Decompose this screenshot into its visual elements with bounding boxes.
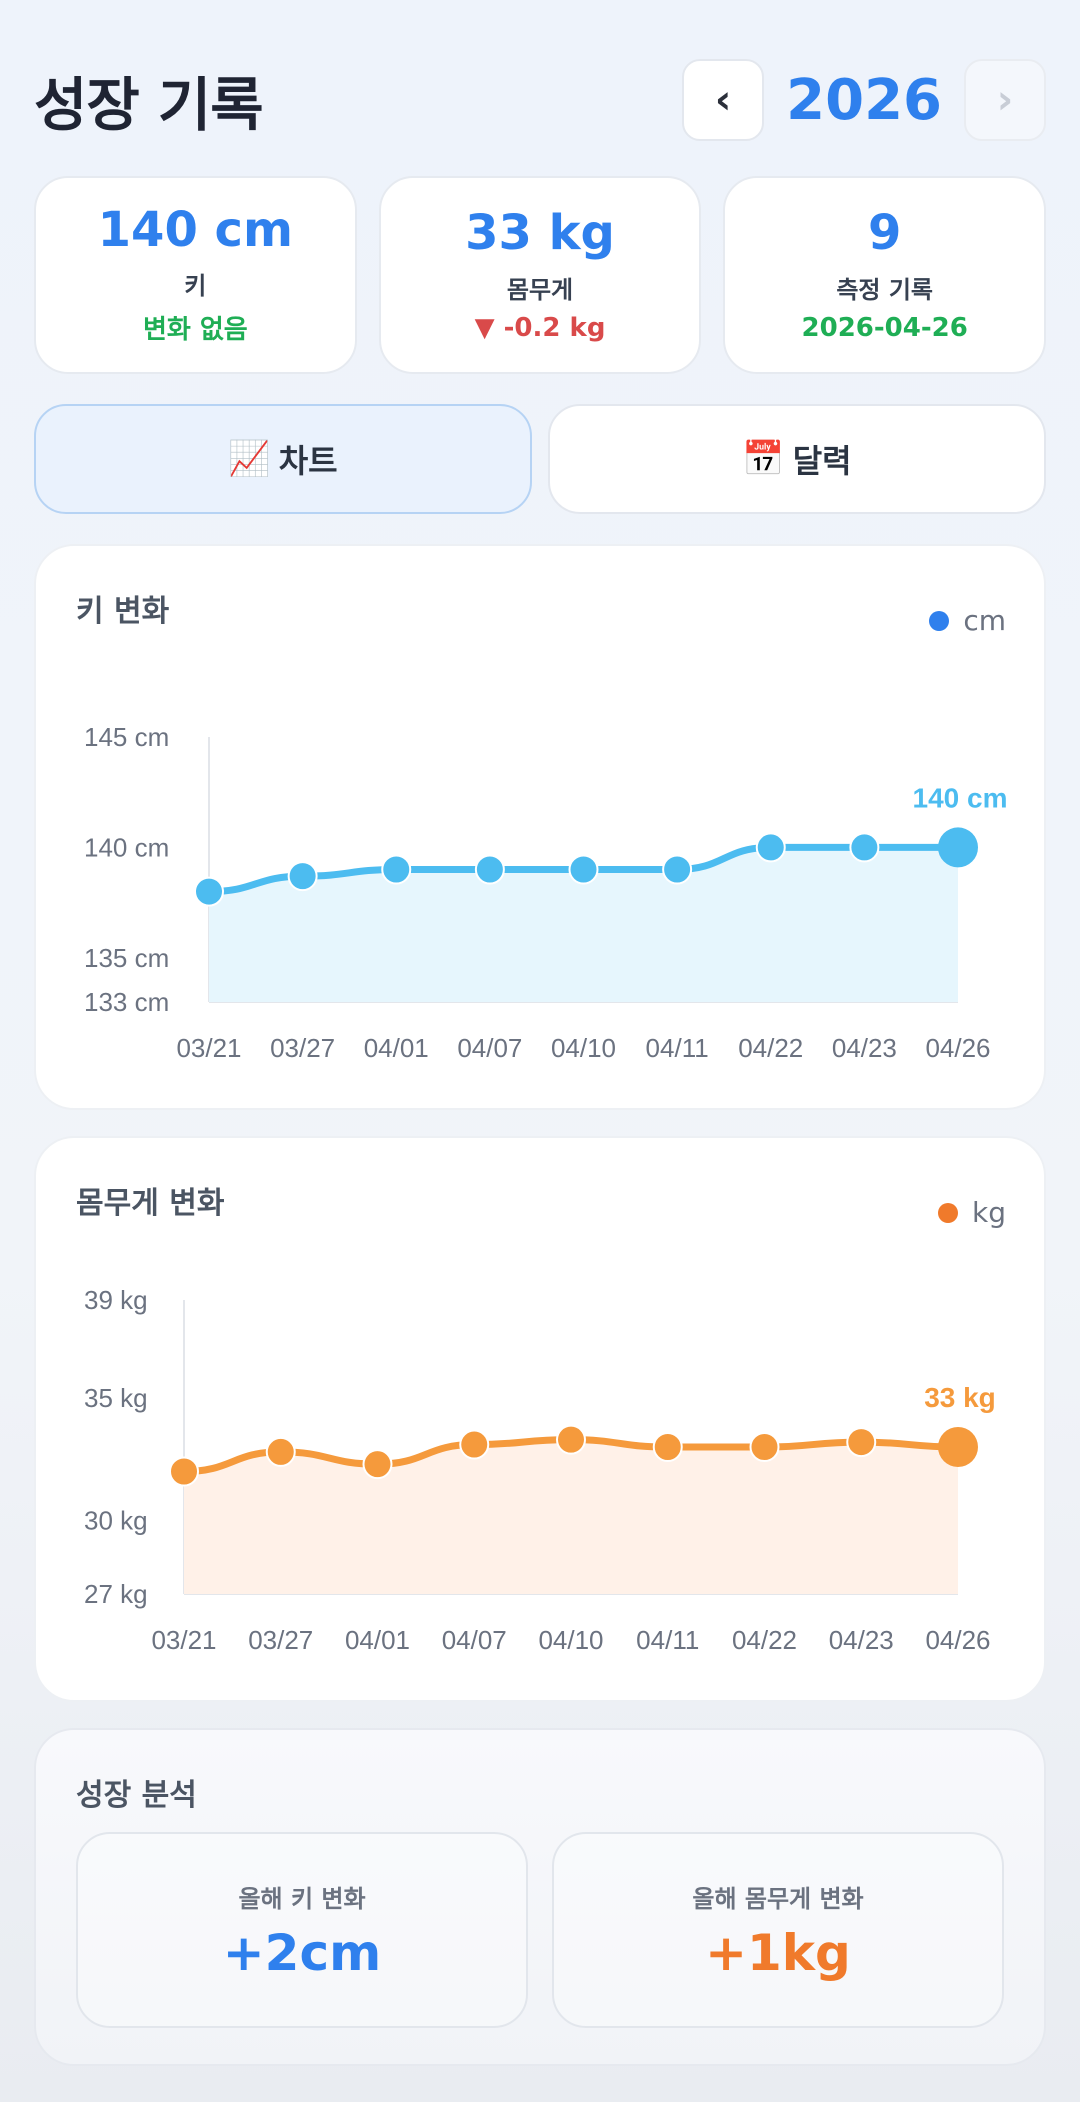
x-tick-label: 03/21 <box>151 1625 216 1655</box>
y-tick-label: 145 cm <box>84 722 169 752</box>
height-chart-card: 키 변화 cm 145 cm 140 cm 135 cm 133 cm 03/21 03/… <box>34 544 1046 1110</box>
chart-icon: 📈 <box>228 439 271 479</box>
data-point[interactable] <box>381 854 412 885</box>
y-tick-label: 135 cm <box>84 943 169 973</box>
yearly-height-change-label: 올해 키 변화 <box>238 1884 366 1913</box>
last-value-label: 33 kg <box>924 1382 996 1413</box>
data-point[interactable] <box>556 1424 586 1455</box>
height-stat-card: 140 cm 키 변화 없음 <box>34 176 357 374</box>
y-tick-label: 35 kg <box>84 1383 148 1413</box>
legend-dot-icon <box>929 610 950 631</box>
x-tick-label: 04/26 <box>925 1033 990 1063</box>
x-tick-label: 04/07 <box>442 1625 507 1655</box>
data-point[interactable] <box>938 827 978 868</box>
x-tick-label: 03/21 <box>176 1033 241 1063</box>
y-tick-label: 140 cm <box>84 832 169 862</box>
height-chart-title: 키 변화 <box>76 594 170 629</box>
data-point[interactable] <box>938 1427 978 1467</box>
last-record-date: 2026-04-26 <box>801 312 968 343</box>
weight-chart-legend: kg <box>938 1196 1006 1229</box>
prev-year-button[interactable]: ‹ <box>682 59 765 141</box>
last-value-label: 140 cm <box>913 782 1008 813</box>
data-point[interactable] <box>362 1449 393 1480</box>
series-area <box>209 847 958 1002</box>
weight-chart-card: 몸무게 변화 kg 39 kg 35 kg 30 kg 27 kg 03/21 03/27… <box>34 1136 1046 1702</box>
data-point[interactable] <box>287 861 318 892</box>
yearly-weight-change-box: 올해 몸무게 변화 +1kg <box>552 1832 1004 2028</box>
x-tick-label: 04/23 <box>832 1033 897 1063</box>
data-point[interactable] <box>755 832 786 863</box>
yearly-weight-change-label: 올해 몸무게 변화 <box>692 1884 864 1913</box>
x-tick-label: 04/11 <box>636 1625 699 1655</box>
weight-chart-title: 몸무게 변화 <box>76 1186 225 1221</box>
data-point[interactable] <box>459 1429 490 1460</box>
growth-analysis-card: 성장 분석 올해 키 변화 +2cm 올해 몸무게 변화 +1kg <box>34 1728 1046 2066</box>
x-tick-label: 03/27 <box>270 1033 335 1063</box>
data-point[interactable] <box>265 1436 296 1467</box>
y-tick-label: 27 kg <box>84 1579 148 1609</box>
records-count: 9 <box>867 205 902 262</box>
height-label: 키 <box>184 272 207 301</box>
data-point[interactable] <box>474 854 505 885</box>
records-stat-card: 9 측정 기록 2026-04-26 <box>723 176 1047 374</box>
next-year-button[interactable]: › <box>964 59 1046 141</box>
y-tick-label: 133 cm <box>84 987 169 1017</box>
x-tick-label: 04/10 <box>538 1625 603 1655</box>
data-point[interactable] <box>652 1432 683 1462</box>
x-tick-label: 04/23 <box>829 1625 894 1655</box>
weight-legend-label: kg <box>972 1196 1006 1229</box>
tab-chart-label: 차트 <box>278 442 338 480</box>
height-change: 변화 없음 <box>142 315 248 346</box>
x-tick-label: 04/26 <box>925 1625 990 1655</box>
data-point[interactable] <box>846 1427 877 1458</box>
x-tick-label: 04/22 <box>738 1033 803 1063</box>
data-point[interactable] <box>662 854 693 885</box>
x-tick-label: 04/01 <box>345 1625 410 1655</box>
weight-value: 33 kg <box>465 205 615 262</box>
height-value: 140 cm <box>97 201 294 258</box>
weight-stat-card: 33 kg 몸무게 ▼ -0.2 kg <box>378 176 702 374</box>
yearly-height-change-value: +2cm <box>222 1923 382 1982</box>
legend-dot-icon <box>938 1202 958 1223</box>
tab-calendar[interactable]: 📅 달력 <box>548 404 1046 514</box>
yearly-height-change-box: 올해 키 변화 +2cm <box>76 1832 528 2028</box>
year-navigator: ‹ 2026 › <box>682 58 1046 142</box>
x-tick-label: 04/01 <box>364 1033 429 1063</box>
yearly-weight-change-value: +1kg <box>705 1923 851 1982</box>
height-legend-label: cm <box>963 604 1006 637</box>
data-point[interactable] <box>849 832 880 863</box>
x-tick-label: 04/11 <box>646 1033 709 1063</box>
weight-change: ▼ -0.2 kg <box>474 312 606 343</box>
x-tick-label: 04/07 <box>457 1033 522 1063</box>
height-chart-legend: cm <box>929 604 1006 637</box>
weight-label: 몸무게 <box>506 275 574 304</box>
data-point[interactable] <box>194 876 224 907</box>
data-point[interactable] <box>568 854 599 885</box>
series-area <box>184 1439 958 1594</box>
summary-stats: 140 cm 키 변화 없음 33 kg 몸무게 ▼ -0.2 kg 9 측정 … <box>34 176 1047 374</box>
data-point[interactable] <box>169 1456 199 1487</box>
year-label: 2026 <box>786 67 942 133</box>
page-title: 성장 기록 <box>34 71 264 139</box>
x-tick-label: 04/22 <box>732 1625 797 1655</box>
tab-chart[interactable]: 📈 차트 <box>34 404 532 514</box>
x-tick-label: 04/10 <box>551 1033 616 1063</box>
tab-calendar-label: 달력 <box>792 442 852 480</box>
calendar-icon: 📅 <box>742 439 785 479</box>
view-tabs: 📈 차트 📅 달력 <box>34 404 1046 514</box>
x-tick-label: 03/27 <box>248 1625 313 1655</box>
analysis-title: 성장 분석 <box>76 1778 197 1813</box>
records-label: 측정 기록 <box>836 275 934 304</box>
y-tick-label: 39 kg <box>84 1285 148 1315</box>
y-tick-label: 30 kg <box>84 1506 148 1536</box>
data-point[interactable] <box>749 1432 780 1462</box>
